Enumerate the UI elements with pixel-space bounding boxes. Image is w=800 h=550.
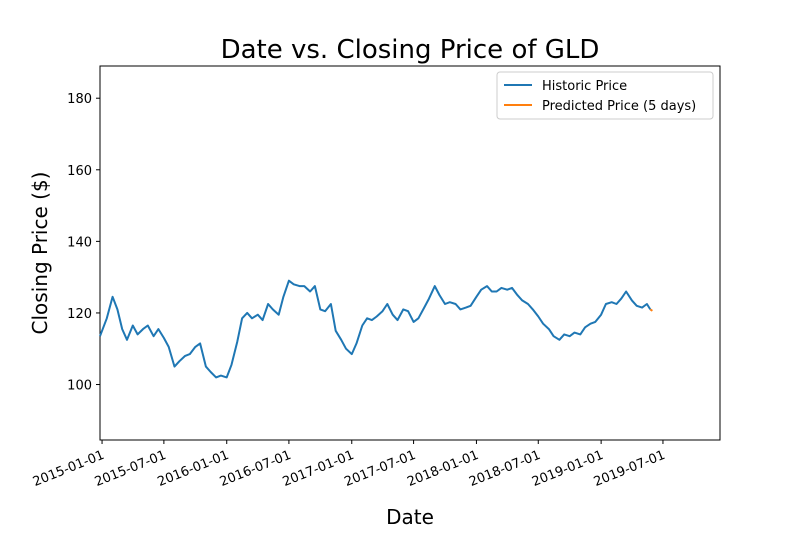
legend-label-historic: Historic Price [542, 79, 627, 94]
x-axis-label: Date [386, 505, 434, 529]
plot-area [99, 65, 721, 441]
y-tick-label: 120 [67, 307, 92, 322]
legend-box [496, 71, 714, 120]
legend-label-predicted: Predicted Price (5 days) [542, 99, 696, 114]
y-axis-label: Closing Price ($) [28, 172, 52, 335]
series-line-predicted [649, 308, 653, 312]
y-tick-label: 180 [67, 92, 92, 107]
y-tick-label: 160 [67, 164, 92, 179]
y-tick-label: 100 [67, 379, 92, 394]
series-group [99, 279, 653, 379]
chart-title: Date vs. Closing Price of GLD [221, 35, 600, 65]
legend: Historic Price Predicted Price (5 days) [496, 71, 714, 120]
series-line-historic [99, 279, 652, 379]
y-tick-label: 140 [67, 235, 92, 250]
